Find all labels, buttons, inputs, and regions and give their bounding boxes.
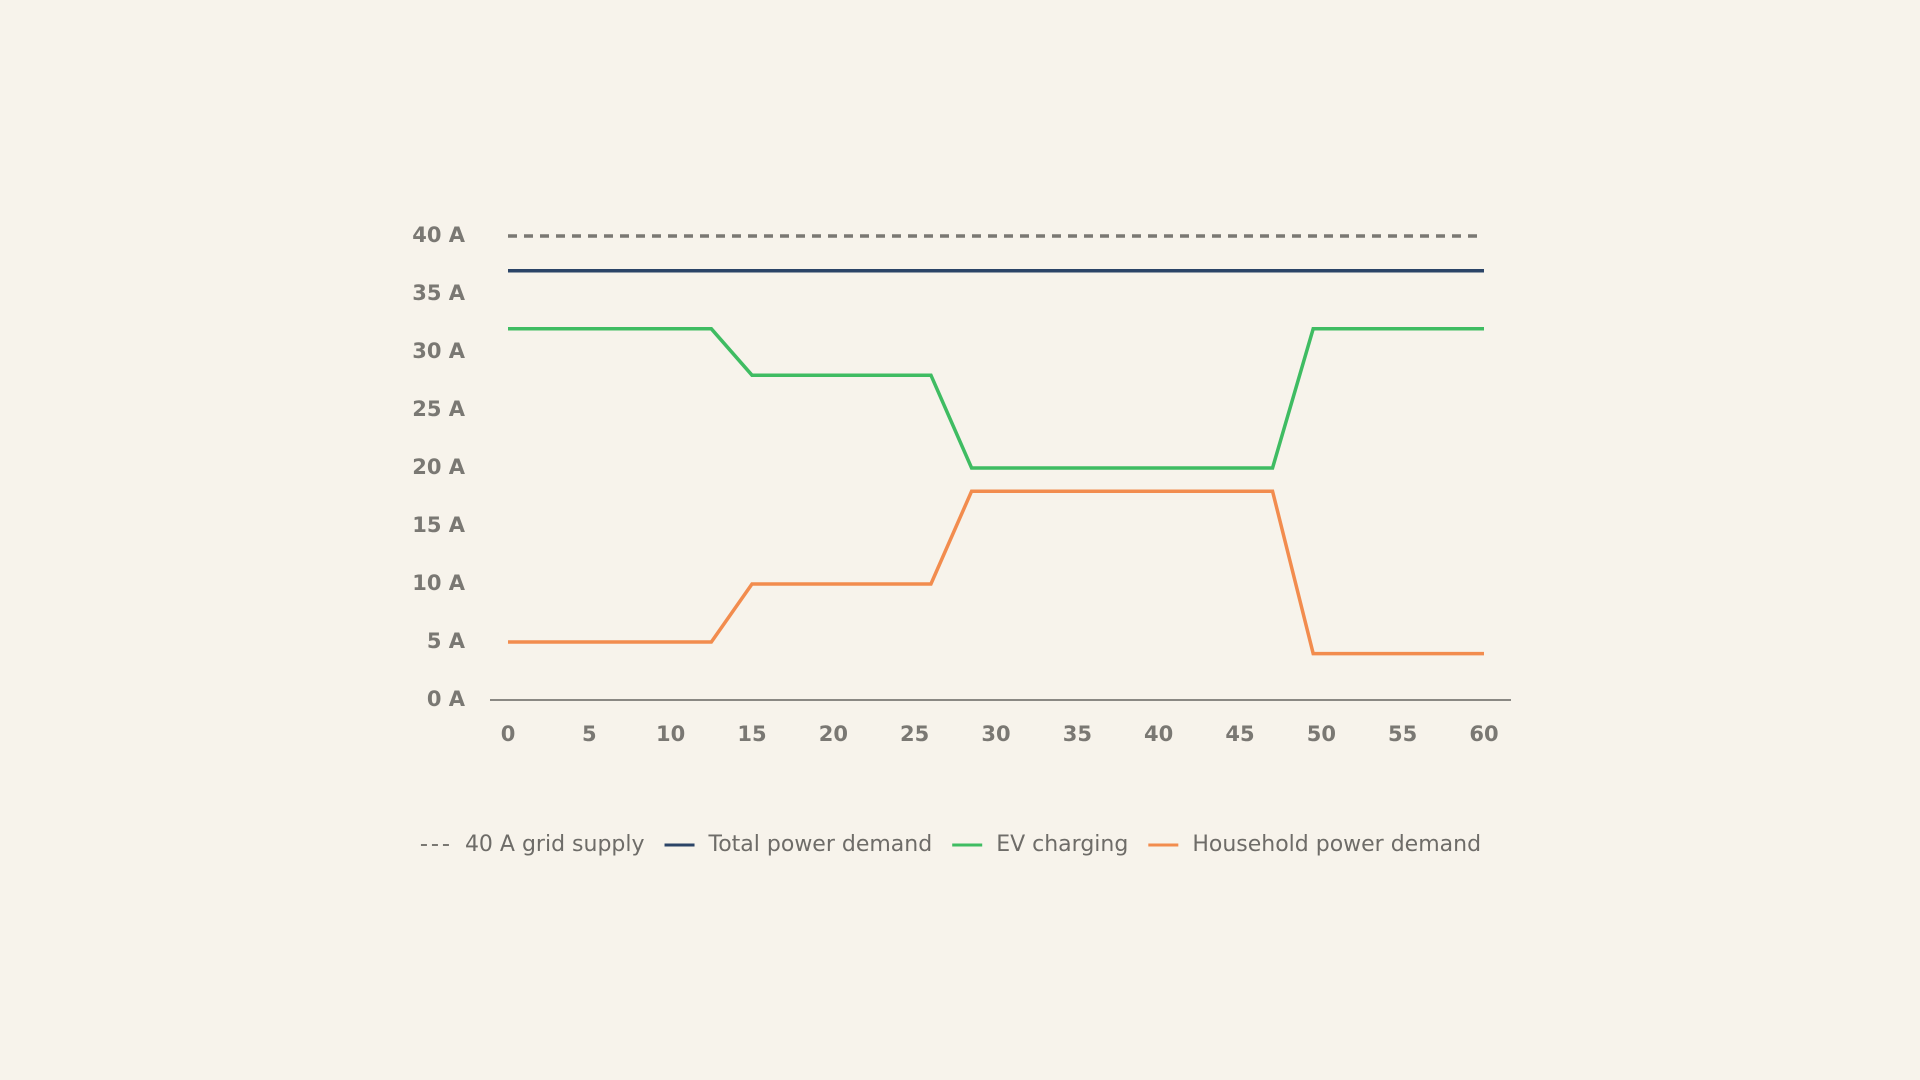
x-tick-label: 60 (1469, 722, 1498, 746)
x-tick-label: 0 (501, 722, 516, 746)
x-tick-label: 35 (1063, 722, 1092, 746)
y-tick-label: 20 A (412, 455, 466, 479)
y-tick-label: 40 A (412, 223, 466, 247)
series-line (508, 489, 1484, 656)
y-tick-label: 10 A (412, 571, 466, 595)
legend-label: EV charging (996, 832, 1128, 857)
y-tick-label: 5 A (427, 629, 466, 653)
y-tick-label: 30 A (412, 339, 466, 363)
x-tick-label: 55 (1388, 722, 1417, 746)
legend-label: Household power demand (1192, 832, 1481, 857)
x-tick-label: 25 (900, 722, 929, 746)
series-line (508, 327, 1484, 470)
x-tick-label: 15 (737, 722, 766, 746)
y-tick-label: 25 A (412, 397, 466, 421)
x-tick-label: 20 (819, 722, 848, 746)
x-tick-label: 5 (582, 722, 597, 746)
y-tick-label: 35 A (412, 281, 466, 305)
legend-label: 40 A grid supply (465, 832, 645, 857)
legend-label: Total power demand (708, 832, 933, 857)
x-tick-label: 10 (656, 722, 685, 746)
y-tick-label: 15 A (412, 513, 466, 537)
x-tick-label: 30 (981, 722, 1010, 746)
y-tick-label: 0 A (427, 687, 466, 711)
x-tick-label: 45 (1225, 722, 1254, 746)
x-tick-label: 40 (1144, 722, 1173, 746)
x-tick-label: 50 (1307, 722, 1336, 746)
